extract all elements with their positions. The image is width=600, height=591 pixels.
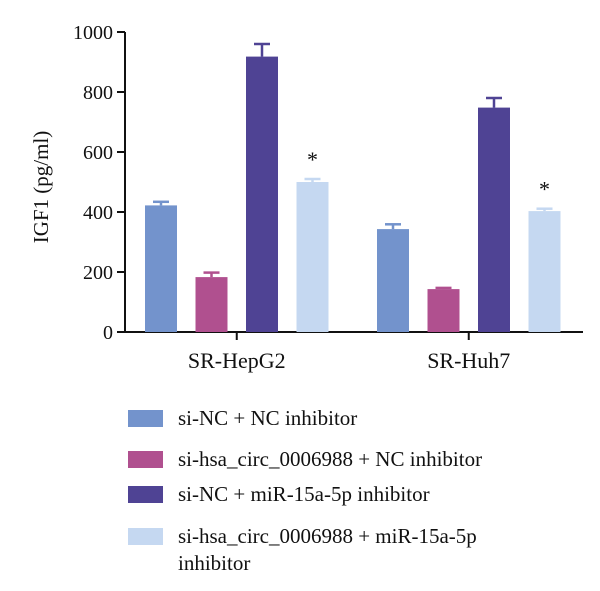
legend-swatch xyxy=(128,528,163,545)
x-tick-label: SR-Huh7 xyxy=(427,348,510,373)
y-axis-title: IGF1 (pg/ml) xyxy=(29,131,53,244)
bar xyxy=(528,211,561,332)
y-tick-label: 600 xyxy=(83,142,113,164)
axes: 0 200 400 600 800 1000 IGF1 (pg/ml) SR-HepG2 SR-… xyxy=(29,22,583,373)
legend-label: si-NC + NC inhibitor xyxy=(178,406,357,430)
bar xyxy=(195,277,228,332)
bar xyxy=(478,107,510,332)
y-tick-label: 200 xyxy=(83,262,113,284)
legend: si-NC + NC inhibitor si-hsa_circ_0006988 … xyxy=(128,406,482,575)
significance-marker: * xyxy=(539,177,550,202)
legend-label: si-hsa_circ_0006988 + NC inhibitor xyxy=(178,447,482,471)
bar xyxy=(246,56,278,332)
legend-swatch xyxy=(128,486,163,503)
legend-swatch xyxy=(128,451,163,468)
bar xyxy=(377,229,409,332)
y-tick-label: 0 xyxy=(103,322,113,344)
y-tick-label: 400 xyxy=(83,202,113,224)
bar xyxy=(296,182,329,332)
bar xyxy=(145,205,177,332)
y-tick-label: 1000 xyxy=(73,22,113,44)
legend-swatch xyxy=(128,410,163,427)
x-tick-label: SR-HepG2 xyxy=(188,348,286,373)
bar xyxy=(427,289,460,332)
bars: ** xyxy=(145,42,561,332)
significance-marker: * xyxy=(307,147,318,172)
y-tick-label: 800 xyxy=(83,82,113,104)
legend-label: si-hsa_circ_0006988 + miR-15a-5p inhibito… xyxy=(178,524,477,575)
legend-label: si-NC + miR-15a-5p inhibitor xyxy=(178,482,430,506)
